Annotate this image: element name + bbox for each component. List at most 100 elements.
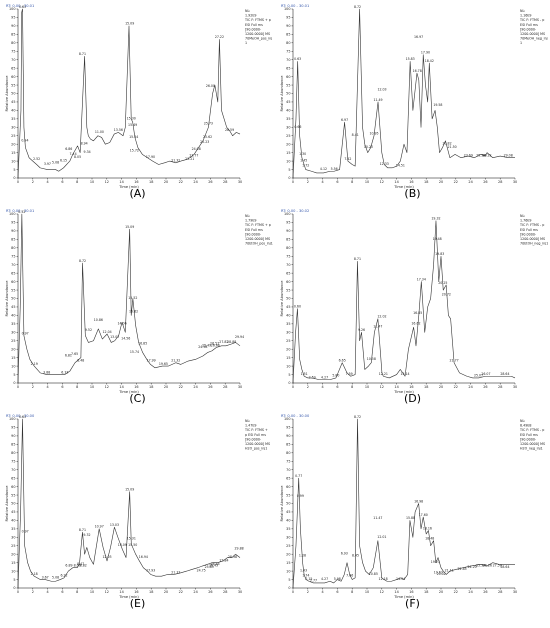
y-tick-label: 55 [11, 83, 15, 87]
x-tick-label: 12 [105, 385, 109, 389]
x-tick-label: 20 [164, 385, 168, 389]
trace-info-line: NL: [245, 9, 250, 13]
y-tick-label: 100 [284, 7, 290, 11]
trace-info-line: [90.0000- [520, 232, 537, 236]
y-tick-label: 10 [286, 569, 290, 573]
x-tick-label: 2 [307, 385, 309, 389]
y-tick-label: 15 [286, 561, 290, 565]
trace-info-line: ESI Full ms [520, 433, 538, 437]
peak-label: 10.20 [364, 145, 373, 149]
trace-info-line: TIC F: FTMS - p [519, 223, 544, 227]
peak-label: 9.34 [84, 150, 91, 154]
peak-label: 4.27 [321, 375, 328, 379]
peak-label: 26.22 [482, 154, 491, 158]
peak-label: 8.82 [80, 564, 87, 568]
peak-label: 29.94 [235, 335, 244, 339]
y-tick-label: 55 [286, 493, 290, 497]
trace-info-line: NL: [245, 214, 250, 218]
x-tick-label: 28 [223, 180, 227, 184]
peak-label: 8.72 [354, 415, 361, 419]
peak-label: 15.74 [130, 350, 139, 354]
peak-label: 5.98 [334, 577, 341, 581]
y-tick-label: 0 [13, 176, 15, 180]
peak-label: 15.62 [129, 310, 138, 314]
peak-label: 1.51 [301, 372, 308, 376]
trace-info-line: TIC F: FTMS - p [519, 428, 544, 432]
peak-label: 14.51 [396, 164, 405, 168]
peak-label: 7.65 [71, 352, 78, 356]
peak-label: 2.77 [310, 579, 317, 583]
x-tick-label: 2 [32, 180, 34, 184]
peak-label: 15.30 [127, 116, 136, 120]
y-tick-label: 45 [11, 305, 15, 309]
y-tick-label: 85 [286, 443, 290, 447]
tic-trace [17, 418, 241, 589]
y-tick-label: 60 [11, 280, 15, 284]
trace-info-line: [90.0000- [245, 27, 262, 31]
x-tick-label: 12 [105, 590, 109, 594]
trace-info-line: 1.92E9 [245, 14, 257, 18]
peak-label: 8.48 [77, 359, 84, 363]
x-tick-label: 0 [17, 385, 19, 389]
peak-label: 27.22 [215, 35, 224, 39]
y-tick-label: 30 [11, 331, 15, 335]
trace-info-line: [90.0000- [520, 437, 537, 441]
y-tick-label: 50 [11, 297, 15, 301]
panel-caption: (F) [405, 597, 420, 610]
y-tick-label: 85 [11, 33, 15, 37]
peak-label: 23.77 [189, 154, 198, 158]
peak-label: 8.72 [354, 5, 361, 9]
chart-panel: RT: 0.00 - 30.01051015202530354045505560… [5, 4, 272, 200]
peak-label: 3.97 [44, 162, 51, 166]
x-tick-label: 14 [394, 180, 398, 184]
trace-info-line: NL: [520, 9, 525, 13]
peak-label: 27.84 [219, 558, 228, 562]
y-tick-label: 5 [13, 373, 15, 377]
x-tick-label: 24 [468, 385, 472, 389]
x-tick-label: 28 [498, 180, 502, 184]
peak-label: 19.48 [433, 237, 442, 241]
chart-panel: RT: 0.00 - 30.01051015202530354045505560… [5, 209, 273, 405]
panel-caption: (A) [129, 187, 145, 200]
peak-label: 21.33 [171, 570, 180, 574]
tic-trace [292, 8, 515, 179]
peak-label: 6.89 [65, 564, 72, 568]
peak-label: 4.12 [320, 167, 327, 171]
peak-label: 25.38 [476, 154, 485, 158]
peak-label: 15.50 [128, 543, 137, 547]
peak-label: 24.75 [197, 569, 206, 573]
trace-info-line: TIC F: FTMS + p [244, 223, 271, 227]
peak-label: 6.97 [341, 118, 348, 122]
x-tick-label: 18 [424, 180, 428, 184]
y-tick-label: 100 [9, 7, 15, 11]
peak-label: 15.49 [128, 123, 137, 127]
y-tick-label: 35 [11, 322, 15, 326]
chart-panel: RT: 0.00 - 30.00051015202530354045505560… [5, 414, 270, 610]
y-tick-label: 85 [11, 443, 15, 447]
x-axis-title: Time (min) [118, 185, 139, 189]
x-tick-label: 24 [468, 590, 472, 594]
x-tick-label: 14 [119, 590, 123, 594]
peak-label: 12.01 [377, 535, 386, 539]
x-tick-label: 24 [193, 180, 197, 184]
peak-label: 16.85 [413, 311, 422, 315]
x-tick-label: 6 [61, 385, 63, 389]
peak-label: 0.63 [294, 57, 301, 61]
y-tick-label: 10 [11, 569, 15, 573]
x-tick-label: 26 [208, 385, 212, 389]
peak-label: 28.88 [227, 340, 236, 344]
peak-label: 13.03 [110, 523, 119, 527]
y-tick-label: 65 [286, 271, 290, 275]
peak-label: 6.81 [65, 353, 72, 357]
y-tick-label: 75 [286, 459, 290, 463]
x-tick-label: 20 [164, 590, 168, 594]
trace-info-line: NL: [245, 419, 250, 423]
y-tick-label: 95 [286, 16, 290, 20]
peak-label: 19.23 [431, 560, 440, 564]
y-axis-title: Relative Abundance [5, 75, 9, 112]
peak-label: 10.58 [367, 357, 376, 361]
y-tick-label: 40 [11, 314, 15, 318]
x-tick-label: 4 [322, 590, 324, 594]
peak-label: 19.58 [433, 103, 442, 107]
peak-label: 19.32 [431, 217, 440, 221]
